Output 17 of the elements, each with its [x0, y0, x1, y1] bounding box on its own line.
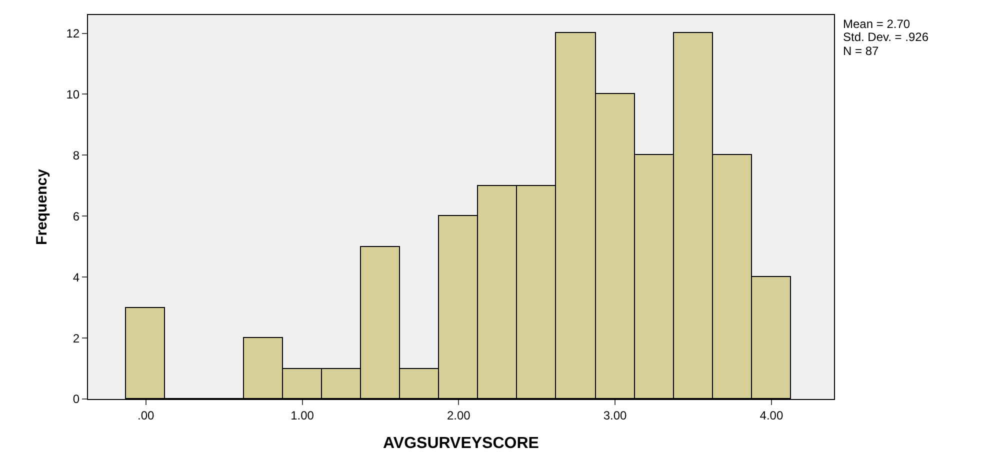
text: N = 87	[843, 44, 880, 58]
text: Mean = 2.70	[843, 17, 910, 31]
y-tick-label: 2	[72, 331, 80, 346]
x-axis-title: AVGSURVEYSCORE	[383, 435, 540, 452]
y-axis-title: Frequency	[33, 168, 50, 245]
x-tick-label: .00	[138, 408, 155, 422]
y-tick-label: 4	[72, 270, 80, 284]
x-tick-label: 1.00	[290, 408, 314, 422]
x-tick-label: 3.00	[603, 408, 628, 422]
y-tick-label: 12	[66, 26, 80, 40]
y-tick-label: 10	[66, 87, 80, 102]
y-tick-label: 0	[72, 392, 80, 406]
x-tick-label: 2.00	[446, 408, 471, 422]
y-tick-label: 6	[72, 209, 80, 224]
y-tick-label: 8	[72, 148, 80, 162]
text: Std. Dev. = .926	[843, 30, 929, 44]
x-tick-label: 4.00	[760, 408, 784, 422]
